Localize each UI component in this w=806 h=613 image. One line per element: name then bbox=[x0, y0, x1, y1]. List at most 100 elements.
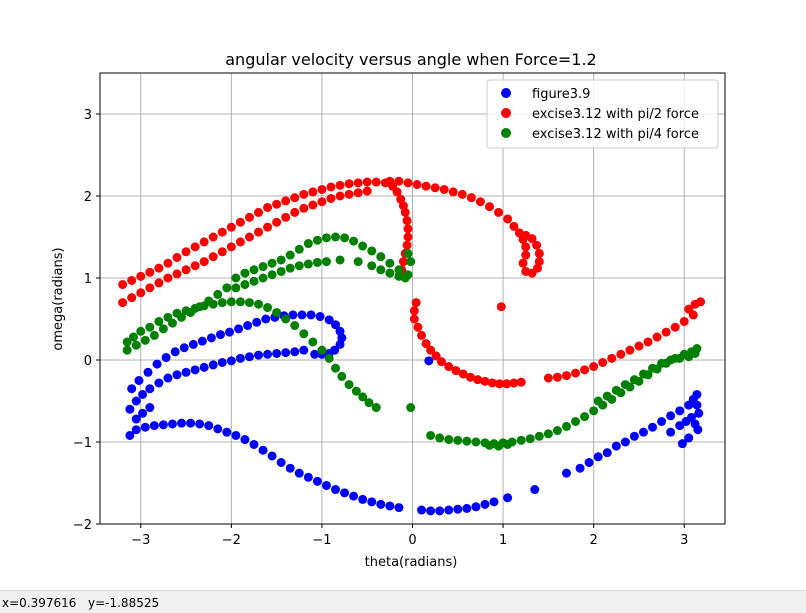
data-point bbox=[509, 378, 519, 388]
data-point bbox=[652, 332, 662, 342]
data-point bbox=[249, 276, 259, 286]
data-point bbox=[516, 435, 526, 445]
data-point bbox=[308, 337, 318, 347]
data-point bbox=[430, 183, 440, 193]
data-point bbox=[290, 207, 300, 217]
data-point bbox=[371, 177, 381, 187]
data-point bbox=[648, 363, 658, 373]
data-point bbox=[263, 349, 273, 359]
data-point bbox=[145, 322, 155, 332]
data-point bbox=[367, 497, 377, 507]
data-point bbox=[473, 375, 483, 385]
data-point bbox=[666, 427, 676, 437]
data-point bbox=[179, 343, 189, 353]
data-point bbox=[181, 367, 191, 377]
data-point bbox=[503, 439, 513, 449]
data-point bbox=[502, 379, 512, 389]
data-point bbox=[294, 261, 304, 271]
data-point bbox=[412, 180, 422, 190]
data-point bbox=[145, 267, 155, 277]
data-point bbox=[244, 298, 254, 308]
data-point bbox=[254, 350, 264, 360]
data-point bbox=[458, 369, 468, 379]
data-point bbox=[435, 433, 445, 443]
data-point bbox=[222, 427, 232, 437]
data-point bbox=[206, 333, 216, 343]
data-point bbox=[267, 258, 277, 268]
data-point bbox=[462, 503, 472, 513]
data-point bbox=[281, 314, 291, 324]
data-point bbox=[521, 230, 531, 240]
data-point bbox=[231, 273, 241, 283]
data-point bbox=[240, 280, 250, 290]
cursor-y-readout: y=-1.88525 bbox=[88, 596, 160, 610]
data-point bbox=[358, 241, 368, 251]
data-point bbox=[598, 357, 608, 367]
data-point bbox=[367, 246, 377, 256]
data-point bbox=[177, 418, 187, 428]
data-point bbox=[285, 263, 295, 273]
data-point bbox=[611, 441, 621, 451]
data-point bbox=[154, 378, 164, 388]
data-point bbox=[367, 261, 377, 271]
data-point bbox=[299, 345, 309, 355]
data-point bbox=[276, 255, 286, 265]
data-point bbox=[290, 347, 300, 357]
data-point bbox=[263, 202, 273, 212]
data-point bbox=[337, 371, 347, 381]
data-point bbox=[294, 244, 304, 254]
data-point bbox=[172, 269, 182, 279]
data-point bbox=[362, 177, 372, 187]
data-point bbox=[326, 193, 336, 203]
data-point bbox=[217, 357, 227, 367]
figure-canvas[interactable]: angular velocity versus angle when Force… bbox=[0, 0, 806, 590]
data-point bbox=[521, 242, 531, 252]
data-point bbox=[312, 235, 322, 245]
data-point bbox=[331, 363, 341, 373]
data-point bbox=[661, 327, 671, 337]
data-point bbox=[679, 316, 689, 326]
x-axis-label: theta(radians) bbox=[365, 555, 458, 570]
series-3 bbox=[122, 232, 702, 451]
data-point bbox=[453, 435, 463, 445]
data-point bbox=[276, 458, 286, 467]
data-point bbox=[145, 403, 155, 413]
data-point bbox=[231, 430, 241, 440]
data-point bbox=[127, 384, 137, 394]
x-tick-label: 2 bbox=[590, 533, 598, 548]
data-point bbox=[403, 248, 413, 258]
data-point bbox=[457, 189, 467, 199]
data-point bbox=[190, 365, 200, 375]
data-point bbox=[398, 257, 408, 267]
x-tick-label: −3 bbox=[131, 533, 150, 548]
data-point bbox=[208, 232, 218, 242]
data-point bbox=[376, 252, 386, 262]
data-point bbox=[331, 320, 341, 330]
data-point bbox=[465, 372, 475, 382]
data-point bbox=[543, 373, 553, 383]
y-tick-label: −2 bbox=[73, 518, 92, 533]
data-point bbox=[331, 485, 341, 495]
data-point bbox=[190, 242, 200, 252]
data-point bbox=[145, 384, 155, 394]
data-point bbox=[290, 193, 300, 203]
data-point bbox=[281, 196, 291, 206]
data-point bbox=[317, 184, 327, 194]
data-point bbox=[158, 324, 168, 334]
data-point bbox=[666, 411, 676, 421]
data-point bbox=[349, 491, 359, 501]
data-point bbox=[351, 386, 361, 396]
data-point bbox=[321, 257, 331, 267]
data-point bbox=[312, 257, 322, 267]
data-point bbox=[249, 265, 259, 275]
data-point bbox=[267, 451, 277, 461]
data-point bbox=[181, 265, 191, 275]
data-point bbox=[451, 366, 461, 376]
data-point bbox=[235, 297, 245, 307]
data-point bbox=[154, 316, 164, 326]
data-point bbox=[480, 499, 490, 509]
data-point bbox=[694, 408, 704, 418]
data-point bbox=[317, 345, 327, 355]
data-point bbox=[436, 357, 446, 367]
legend: figure3.9 excise3.12 with pi/2 force exc… bbox=[486, 79, 719, 149]
